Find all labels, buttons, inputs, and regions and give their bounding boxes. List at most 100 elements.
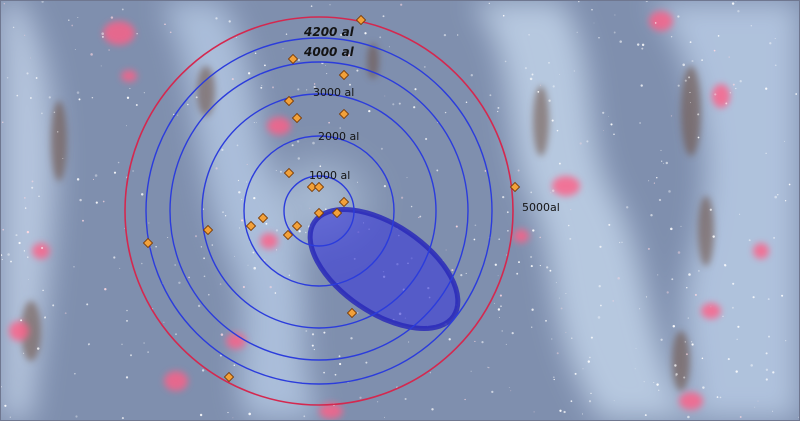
- star: [591, 9, 593, 11]
- star: [329, 4, 331, 6]
- cluster-marker[interactable]: [331, 207, 343, 219]
- star: [654, 22, 657, 24]
- star: [552, 85, 555, 88]
- cluster-marker[interactable]: [245, 220, 257, 232]
- star: [147, 351, 149, 353]
- star: [670, 115, 673, 117]
- star: [798, 416, 799, 418]
- star: [4, 404, 7, 407]
- cluster-marker[interactable]: [142, 237, 154, 249]
- cluster-marker[interactable]: [338, 108, 350, 120]
- star: [658, 198, 662, 202]
- star: [338, 355, 341, 358]
- cluster-marker[interactable]: [283, 167, 295, 179]
- star: [311, 333, 315, 336]
- cluster-marker[interactable]: [313, 207, 325, 219]
- star: [474, 224, 477, 227]
- star: [126, 309, 128, 312]
- cluster-marker[interactable]: [291, 112, 303, 124]
- star: [408, 341, 410, 343]
- star: [680, 225, 682, 227]
- star: [356, 311, 359, 314]
- star: [737, 325, 740, 328]
- star: [247, 264, 249, 266]
- star: [82, 219, 84, 222]
- star: [24, 34, 26, 36]
- star: [507, 229, 509, 232]
- star: [470, 74, 473, 77]
- cluster-marker[interactable]: [355, 14, 367, 26]
- star: [71, 24, 74, 27]
- cluster-marker[interactable]: [306, 181, 318, 193]
- star: [653, 382, 655, 384]
- cluster-marker[interactable]: [283, 95, 295, 107]
- star: [516, 272, 519, 275]
- star: [539, 265, 541, 267]
- star: [590, 336, 593, 339]
- star: [113, 171, 117, 174]
- star: [491, 390, 494, 394]
- star: [246, 163, 248, 166]
- nebulae: [9, 11, 769, 419]
- star: [687, 317, 690, 319]
- star: [518, 261, 520, 264]
- cluster-marker[interactable]: [291, 220, 303, 232]
- star: [691, 59, 694, 63]
- cluster-marker[interactable]: [223, 371, 235, 383]
- star: [731, 306, 734, 309]
- star: [356, 69, 359, 72]
- star: [78, 98, 81, 101]
- star: [689, 91, 691, 94]
- cluster-marker[interactable]: [282, 229, 294, 241]
- star: [712, 235, 715, 238]
- star: [242, 285, 245, 289]
- star: [74, 49, 76, 50]
- star: [173, 113, 175, 116]
- star: [143, 92, 145, 94]
- star: [497, 106, 500, 109]
- cluster-marker[interactable]: [346, 307, 358, 319]
- star: [511, 331, 514, 335]
- star: [691, 343, 694, 346]
- star: [274, 292, 277, 294]
- star: [494, 263, 497, 266]
- star: [765, 152, 767, 154]
- star: [665, 161, 669, 165]
- star: [79, 198, 82, 202]
- star: [666, 291, 669, 294]
- star: [141, 262, 143, 265]
- cluster-marker[interactable]: [338, 196, 350, 208]
- star: [24, 207, 27, 209]
- ring-label-5000: 5000al: [522, 201, 560, 214]
- star: [202, 208, 204, 210]
- cluster-marker[interactable]: [313, 181, 325, 193]
- star: [682, 63, 685, 67]
- star: [530, 191, 533, 194]
- star: [1, 254, 3, 257]
- star: [203, 257, 206, 260]
- star: [537, 90, 540, 93]
- star: [677, 84, 680, 87]
- star: [64, 312, 67, 315]
- star: [613, 31, 616, 34]
- star: [670, 227, 673, 231]
- ring-label-3000: 3000 al: [313, 86, 354, 99]
- star: [610, 123, 613, 126]
- star: [710, 306, 712, 308]
- star: [701, 59, 703, 61]
- cluster-marker[interactable]: [202, 224, 214, 236]
- star: [765, 378, 768, 381]
- star: [607, 115, 609, 117]
- star: [195, 96, 198, 99]
- cluster-marker[interactable]: [287, 53, 299, 65]
- star: [597, 316, 601, 319]
- cluster-marker[interactable]: [257, 212, 269, 224]
- star: [634, 368, 636, 370]
- cluster-marker[interactable]: [338, 69, 350, 81]
- star: [339, 127, 342, 129]
- star: [455, 225, 458, 228]
- star: [349, 83, 351, 86]
- cluster-marker[interactable]: [509, 181, 521, 193]
- star: [48, 96, 51, 99]
- star: [238, 191, 241, 194]
